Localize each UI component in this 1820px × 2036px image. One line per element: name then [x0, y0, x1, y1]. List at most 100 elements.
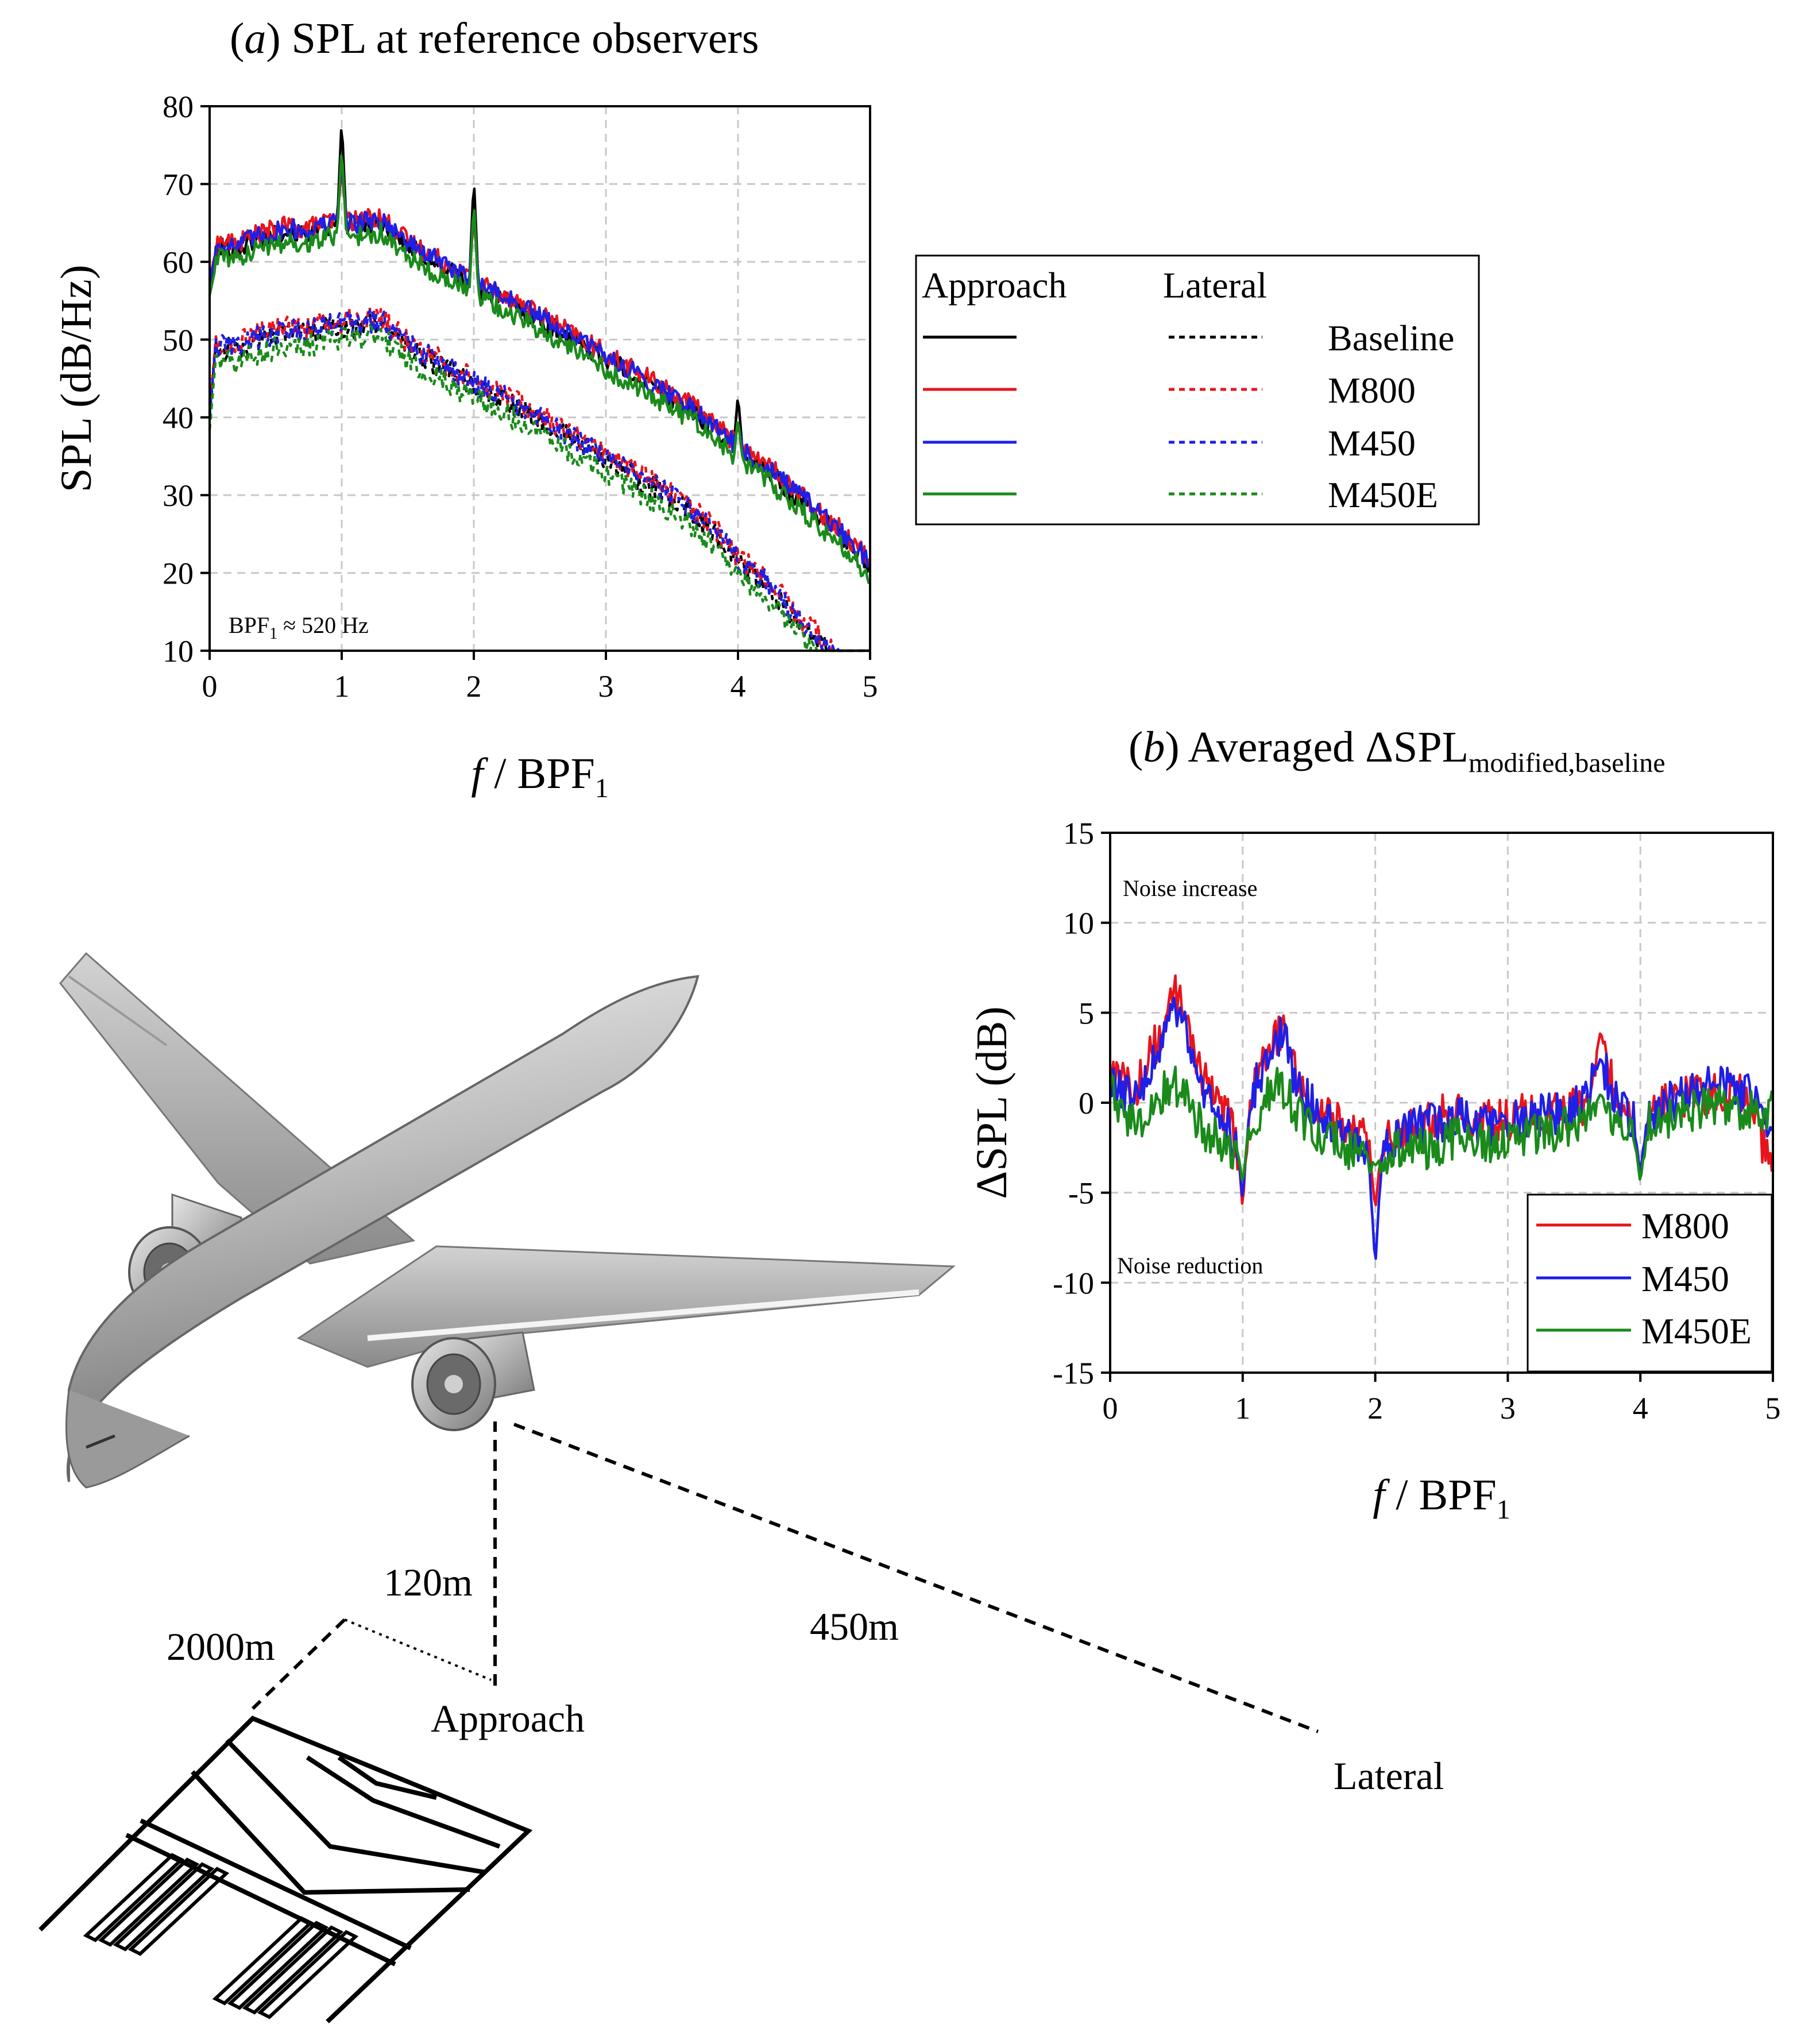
- legend-col-approach: Approach: [922, 265, 1067, 306]
- aircraft-fuselage: [66, 975, 700, 1482]
- panel-a-xtick-label: 0: [202, 669, 218, 704]
- aircraft-near-wing-flap: [367, 1289, 919, 1341]
- panel-b-xtick-label: 1: [1235, 1391, 1250, 1425]
- runway-stripe: [227, 1921, 329, 2010]
- panel-b-chart: (b) Averaged ΔSPLmodified,baseline 0 1 2 3 4…: [968, 723, 1781, 1525]
- aircraft-near-engine: [411, 1331, 535, 1431]
- panel-a-chart: (a) SPL at reference observers 0 1 2 3 4 5 10…: [52, 14, 1480, 803]
- panel-a-ytick-label: 50: [163, 323, 194, 357]
- panel-a-plot-frame: [208, 105, 871, 652]
- legend-b-label-m450e: M450E: [1641, 1311, 1752, 1351]
- legend-b-label-m450: M450: [1641, 1258, 1729, 1299]
- runway-chevron-2: [225, 1738, 486, 1875]
- panel-b-title: (b) Averaged ΔSPLmodified,baseline: [1129, 723, 1666, 778]
- panel-a-lateral-series: [208, 306, 870, 652]
- runway-stripes-left: [83, 1853, 230, 1956]
- panel-b-x-axis-label: f / BPF1: [1373, 1471, 1510, 1525]
- panel-b-annotation-reduction: Noise reduction: [1117, 1253, 1263, 1278]
- panel-a-xtick-label: 2: [466, 669, 482, 704]
- panel-b-series: [1108, 974, 1773, 1260]
- runway-stripe: [212, 1916, 314, 2006]
- panel-b-ytick-label: -15: [1053, 1356, 1094, 1390]
- panel-a-y-axis-label: SPL (dB/Hz): [52, 265, 101, 492]
- runway-threshold-line-2: [140, 1818, 412, 1950]
- panel-a-ytick-label: 10: [163, 634, 194, 669]
- lateral-line-baseline: [208, 312, 870, 652]
- legend-col-lateral: Lateral: [1163, 265, 1267, 306]
- panel-a-xtick-label: 5: [863, 669, 878, 704]
- panel-b-xtick-label: 5: [1765, 1391, 1781, 1425]
- runway-stripe: [83, 1853, 185, 1942]
- label-450m: 450m: [810, 1605, 899, 1648]
- panel-a-title: (a) SPL at reference observers: [230, 14, 759, 63]
- legend-label-m450: M450: [1328, 423, 1416, 463]
- panel-a-ytick-label: 80: [163, 90, 194, 124]
- panel-a-ytick-label: 30: [163, 478, 194, 513]
- legend-row-m800: M800: [923, 370, 1416, 411]
- aircraft-cockpit-window: [86, 1434, 115, 1449]
- runway-chevron-3: [306, 1755, 501, 1849]
- legend-label-m800: M800: [1328, 370, 1416, 411]
- panel-a-approach-series: [208, 129, 871, 585]
- runway-illustration: [38, 1716, 533, 2023]
- legend-label-m450e: M450E: [1328, 474, 1438, 515]
- panel-a-x-axis-label: f / BPF1: [471, 750, 608, 803]
- runway-stripe: [257, 1930, 359, 2019]
- observer-geometry-diagram: 120m 2000m 450m Approach Lateral: [38, 1421, 1444, 2023]
- panel-a-xtick-label: 3: [598, 669, 614, 704]
- approach-line-m450e: [208, 154, 871, 585]
- panel-b-ytick-label: 0: [1079, 1086, 1094, 1121]
- panel-b-xtick-label: 2: [1367, 1391, 1383, 1425]
- label-lateral: Lateral: [1334, 1754, 1444, 1798]
- legend-row-m450: M450: [923, 423, 1416, 463]
- panel-a-legend: Approach Lateral Baseline M800 M450 M450…: [915, 254, 1480, 526]
- legend-b-label-m800: M800: [1641, 1206, 1729, 1246]
- runway-chevron-1: [191, 1770, 470, 1895]
- panel-a-ytick-label: 70: [163, 167, 194, 202]
- approach-line-m450: [208, 167, 870, 568]
- panel-b-ytick-label: 10: [1063, 906, 1094, 941]
- panel-a-xtick-label: 4: [731, 669, 746, 704]
- panel-a-y-ticks: 10 20 30 40 50 60 70 80: [163, 90, 210, 669]
- arrow-2000m: [251, 1618, 346, 1710]
- lateral-line-m800: [208, 306, 870, 652]
- panel-b-xtick-label: 3: [1500, 1391, 1516, 1425]
- panel-b-x-ticks: 0 1 2 3 4 5: [1103, 1373, 1781, 1425]
- label-120m: 120m: [384, 1560, 473, 1604]
- panel-b-xtick-label: 4: [1633, 1391, 1648, 1425]
- arrow-450m: [513, 1423, 1319, 1733]
- label-approach: Approach: [431, 1697, 585, 1740]
- panel-a-x-ticks: 0 1 2 3 4 5: [202, 651, 878, 704]
- panel-b-y-ticks: -15 -10 -5 0 5 10 15: [1053, 816, 1110, 1390]
- panel-b-y-axis-label: ΔSPL (dB): [968, 1006, 1016, 1199]
- approach-line-baseline: [208, 129, 871, 573]
- legend-label-baseline: Baseline: [1328, 318, 1454, 358]
- panel-a-xtick-label: 1: [334, 669, 350, 704]
- panel-b-ytick-label: 15: [1063, 816, 1094, 851]
- aircraft-nose: [65, 1389, 190, 1489]
- aircraft-near-wing: [296, 1245, 956, 1368]
- runway-chevron-4: [337, 1755, 437, 1800]
- legend-row-m450e: M450E: [923, 474, 1438, 515]
- panel-b-legend: M800 M450 M450E: [1527, 1193, 1773, 1373]
- aircraft-illustration: [59, 952, 956, 1489]
- label-2000m: 2000m: [167, 1625, 275, 1668]
- legend-row-baseline: Baseline: [923, 318, 1454, 358]
- dotted-ground-line: [344, 1618, 492, 1681]
- panel-a-ytick-label: 20: [163, 557, 194, 591]
- lateral-line-m450e: [208, 324, 870, 652]
- runway-stripe: [98, 1857, 200, 1947]
- lateral-line-m450: [208, 308, 870, 652]
- panel-a-ytick-label: 40: [163, 401, 194, 435]
- aircraft-far-wing-flap-line: [68, 975, 168, 1046]
- panel-b-ytick-label: -5: [1068, 1176, 1094, 1211]
- panel-a-grid: [210, 106, 870, 651]
- panel-b-ytick-label: 5: [1079, 996, 1094, 1030]
- panel-b-xtick-label: 0: [1103, 1391, 1118, 1425]
- panel-b-ytick-label: -10: [1053, 1266, 1094, 1300]
- panel-b-annotation-increase: Noise increase: [1123, 875, 1257, 901]
- runway-stripes-right: [212, 1916, 359, 2019]
- runway-stripe: [242, 1925, 344, 2015]
